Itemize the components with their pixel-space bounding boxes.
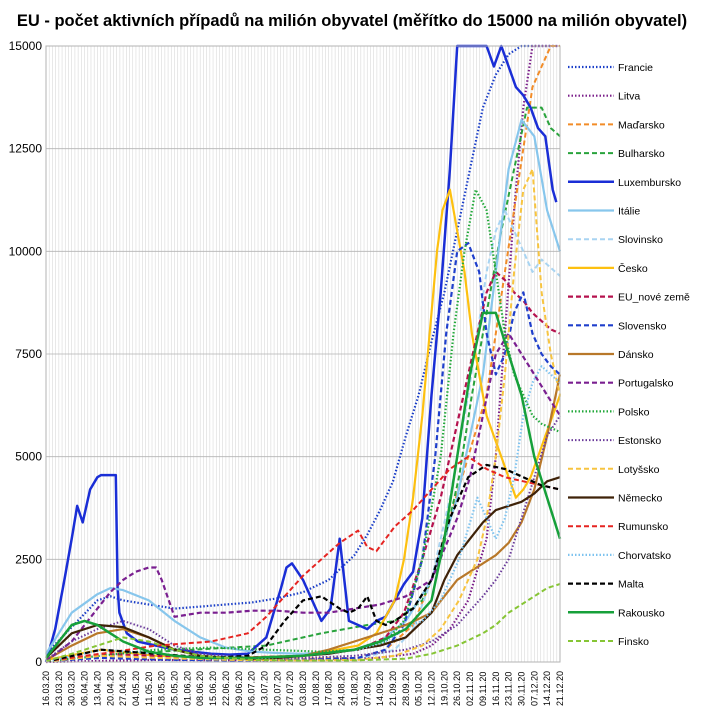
x-tick-label: 21.09.20	[388, 671, 398, 706]
x-tick-label: 18.05.20	[157, 671, 167, 706]
x-tick-label: 06.04.20	[80, 671, 90, 706]
chart-title: EU - počet aktivních případů na milión o…	[17, 12, 687, 30]
x-tick-label: 03.08.20	[298, 671, 308, 706]
series-line--esko	[45, 188, 562, 661]
x-tick-label: 14.09.20	[375, 671, 385, 706]
x-tick-label: 28.09.20	[401, 671, 411, 706]
legend-label: Chorvatsko	[618, 550, 671, 562]
x-tick-label: 25.05.20	[170, 671, 180, 706]
x-tick-label: 16.11.20	[491, 672, 501, 706]
x-tick-label: 07.09.20	[362, 671, 372, 706]
legend-label: Luxembursko	[618, 177, 681, 189]
x-tick-label: 23.11.20	[504, 672, 514, 706]
series-line-luxembursko	[44, 44, 558, 663]
series-line-francie	[45, 44, 557, 655]
x-tick-label: 06.07.20	[247, 671, 257, 706]
legend-label: Itálie	[618, 206, 640, 218]
x-tick-label: 23.03.20	[54, 671, 64, 706]
x-tick-label: 13.04.20	[92, 671, 102, 706]
series-line-rakousko	[45, 311, 562, 660]
x-tick-label: 05.10.20	[414, 671, 424, 706]
x-tick-label: 21.12.20	[555, 671, 565, 706]
x-tick-label: 07.12.20	[529, 671, 539, 706]
series-line-polsko	[45, 188, 561, 663]
series-line-malta	[45, 463, 561, 663]
x-tick-label: 16.03.20	[41, 671, 51, 706]
x-tick-label: 30.11.20	[516, 672, 526, 706]
x-tick-label: 19.10.20	[439, 671, 449, 706]
legend-label: Francie	[618, 62, 653, 74]
x-tick-label: 27.07.20	[285, 671, 295, 706]
legend-label: EU_nové země	[618, 292, 690, 304]
series-layer	[44, 44, 562, 664]
x-tick-label: 26.10.20	[452, 671, 462, 706]
series-line-finsko	[45, 583, 561, 663]
legend-label: Slovensko	[618, 320, 667, 332]
legend-label: Malta	[618, 579, 644, 591]
x-axis-ticks: 16.03.20 23.03.20 30.03.20 06.04.20 13.04.20…	[41, 671, 565, 706]
x-tick-label: 02.11.20	[465, 672, 475, 706]
y-tick-label: 2500	[15, 552, 42, 566]
x-tick-label: 08.06.20	[195, 671, 205, 706]
x-tick-label: 10.08.20	[311, 671, 321, 706]
x-tick-label: 30.03.20	[67, 671, 77, 706]
x-tick-label: 17.08.20	[324, 671, 334, 706]
y-tick-label: 0	[35, 655, 42, 669]
legend-label: Rumunsko	[618, 521, 668, 533]
legend-label: Dánsko	[618, 349, 654, 361]
plot-frame	[45, 45, 561, 663]
legend-label: Rakousko	[618, 607, 665, 619]
x-tick-label: 20.07.20	[272, 671, 282, 706]
legend-label: Portugalsko	[618, 378, 674, 390]
y-tick-label: 7500	[15, 347, 42, 361]
x-tick-label: 09.11.20	[478, 672, 488, 706]
series-line-chorvatsko	[45, 365, 561, 663]
legend-label: Maďarsko	[618, 119, 665, 131]
legend-label: Německo	[618, 493, 663, 505]
series-line-portugalsko	[45, 332, 561, 663]
y-tick-label: 5000	[15, 450, 42, 464]
series-line-rumunsko	[45, 455, 561, 663]
x-tick-label: 13.07.20	[259, 671, 269, 706]
legend-label: Finsko	[618, 636, 649, 648]
y-tick-label: 15000	[9, 39, 43, 53]
legend-label: Litva	[618, 91, 640, 103]
x-tick-label: 14.12.20	[542, 671, 552, 706]
legend-label: Lotyšsko	[618, 464, 660, 476]
x-tick-label: 04.05.20	[131, 671, 141, 706]
x-tick-label: 29.06.20	[234, 671, 244, 706]
legend-label: Slovinsko	[618, 234, 663, 246]
legend: Francie Litva Maďarsko Bulharsko Luxembursko…	[568, 62, 690, 648]
y-tick-label: 12500	[9, 142, 43, 156]
x-tick-label: 27.04.20	[118, 671, 128, 706]
legend-label: Bulharsko	[618, 148, 665, 160]
x-tick-label: 20.04.20	[105, 671, 115, 706]
x-tick-label: 15.06.20	[208, 671, 218, 706]
legend-label: Česko	[618, 262, 648, 275]
x-tick-label: 11.05.20	[144, 672, 154, 706]
grid	[45, 45, 561, 663]
x-tick-label: 31.08.20	[349, 671, 359, 706]
legend-label: Estonsko	[618, 435, 661, 447]
x-tick-label: 01.06.20	[182, 671, 192, 706]
y-tick-label: 10000	[9, 244, 43, 258]
legend-label: Polsko	[618, 406, 650, 418]
x-tick-label: 12.10.20	[427, 671, 437, 706]
x-tick-label: 24.08.20	[337, 671, 347, 706]
series-line-estonsko	[45, 415, 561, 661]
y-axis-ticks: 0 2500 5000 7500 10000 12500 15000	[9, 39, 43, 669]
x-tick-label: 22.06.20	[221, 671, 231, 706]
